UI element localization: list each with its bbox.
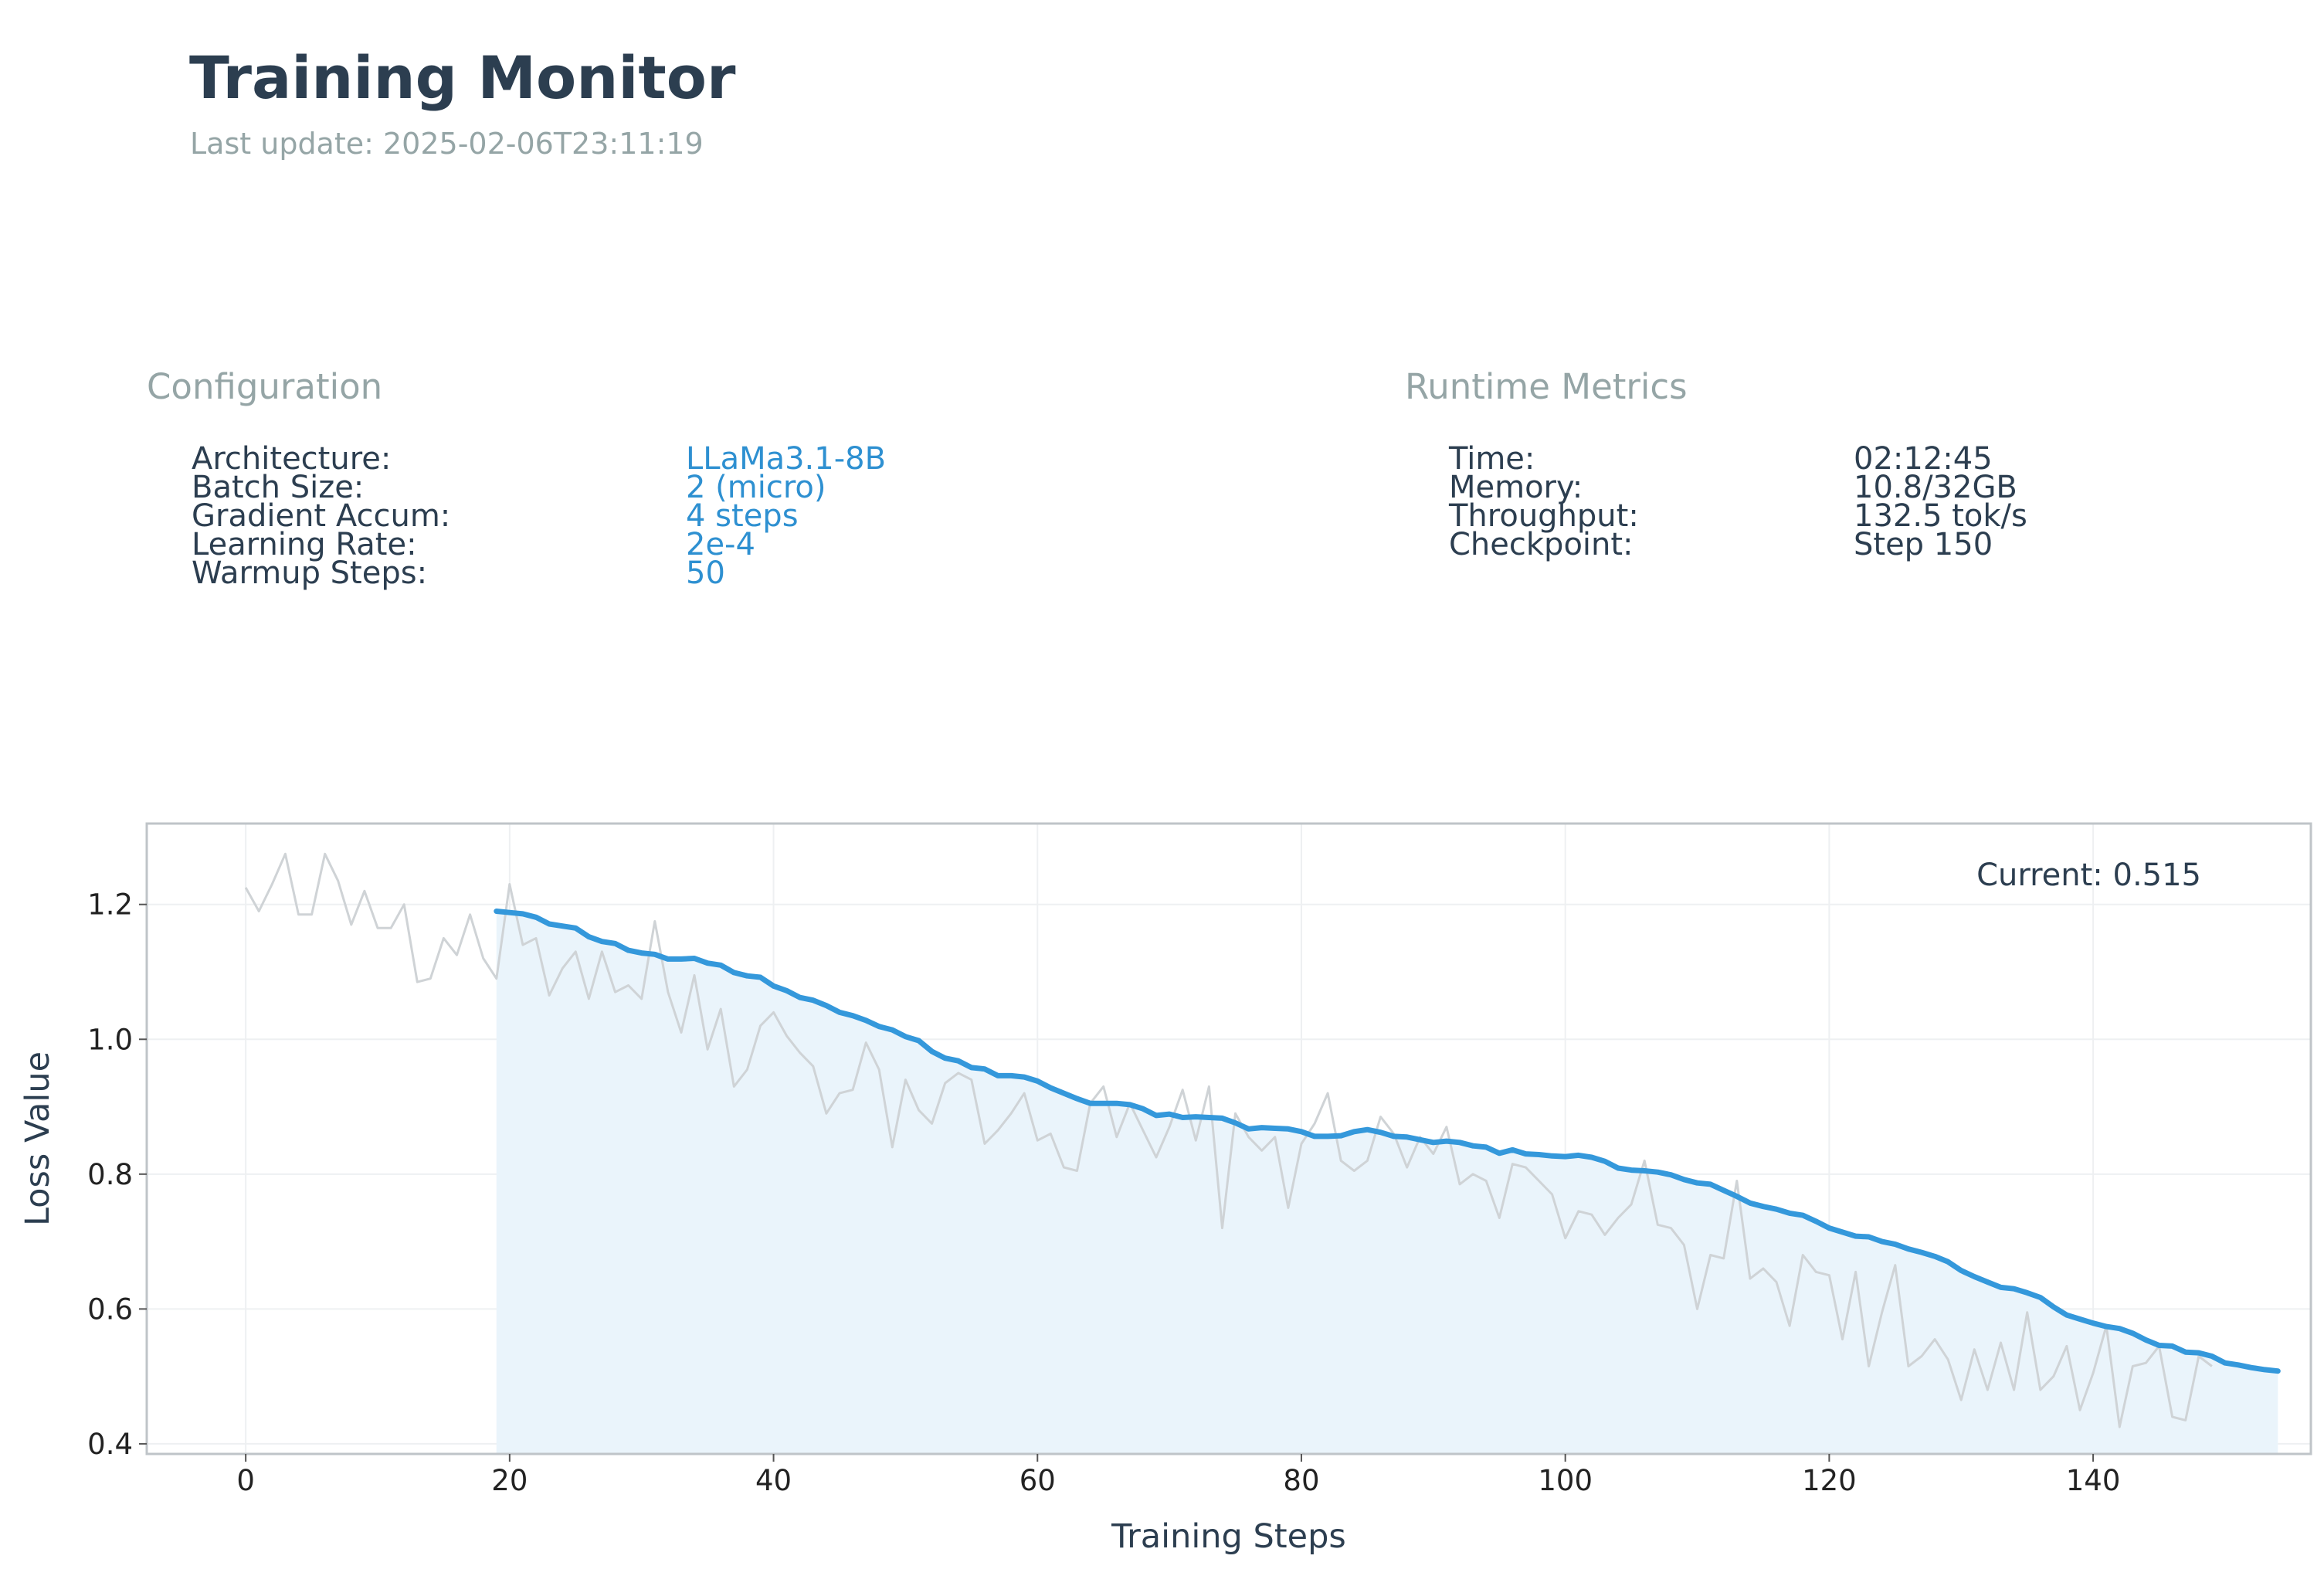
y-tick-label: 0.8 <box>87 1158 133 1191</box>
y-tick-label: 1.0 <box>87 1023 133 1056</box>
page-title: Training Monitor <box>189 43 736 112</box>
raw-loss-series <box>244 852 2213 1428</box>
config-value-warmup-steps: 50 <box>686 555 725 591</box>
x-tick-label: 100 <box>1538 1464 1593 1497</box>
last-update-timestamp: Last update: 2025-02-06T23:11:19 <box>190 127 704 161</box>
config-value-batch-size: 2 (micro) <box>686 470 826 505</box>
config-label-gradient-accum: Gradient Accum: <box>192 498 451 534</box>
runtime-label-memory: Memory: <box>1449 470 1583 505</box>
x-tick-label: 80 <box>1283 1464 1319 1497</box>
x-tick-label: 120 <box>1802 1464 1857 1497</box>
x-tick-label: 40 <box>755 1464 792 1497</box>
chart-area-fill <box>496 911 2278 1454</box>
smoothed-loss-series <box>494 909 2281 1374</box>
config-value-learning-rate: 2e-4 <box>686 527 755 562</box>
plot-frame <box>145 822 2312 1455</box>
x-tick-label: 0 <box>236 1464 255 1497</box>
runtime-values: 02:12:45 10.8/32GB 132.5 tok/s Step 150 <box>1854 441 2027 562</box>
raw-loss-line <box>244 852 2213 1428</box>
config-label-batch-size: Batch Size: <box>192 470 365 505</box>
y-axis-label: Loss Value <box>19 1051 57 1226</box>
runtime-value-checkpoint: Step 150 <box>1854 527 1993 562</box>
smoothed-area-fill <box>496 911 2278 1454</box>
configuration-heading: Configuration <box>147 366 383 407</box>
config-value-gradient-accum: 4 steps <box>686 498 799 534</box>
y-tick-label: 0.4 <box>87 1428 133 1461</box>
runtime-label-throughput: Throughput: <box>1449 498 1639 534</box>
x-tick-label: 140 <box>2066 1464 2121 1497</box>
current-loss-annotation: Current: 0.515 <box>1976 858 2201 893</box>
runtime-labels: Time: Memory: Throughput: Checkpoint: <box>1449 441 1639 562</box>
axis-ticks: 0 20 40 60 80 100 120 140 0.4 0.6 0.8 1.0 1.2 <box>87 888 2120 1497</box>
config-value-architecture: LLaMa3.1-8B <box>686 441 887 477</box>
runtime-value-time: 02:12:45 <box>1854 441 1993 477</box>
runtime-value-throughput: 132.5 tok/s <box>1854 498 2027 534</box>
y-tick-label: 0.6 <box>87 1292 133 1326</box>
runtime-label-checkpoint: Checkpoint: <box>1449 527 1634 562</box>
configuration-values: LLaMa3.1-8B 2 (micro) 4 steps 2e-4 50 <box>686 441 887 591</box>
x-tick-label: 60 <box>1020 1464 1056 1497</box>
smoothed-loss-line <box>494 909 2281 1374</box>
runtime-label-time: Time: <box>1449 441 1535 477</box>
y-tick-label: 1.2 <box>87 888 133 922</box>
runtime-metrics-heading: Runtime Metrics <box>1405 366 1688 407</box>
runtime-value-memory: 10.8/32GB <box>1854 470 2017 505</box>
x-tick-label: 20 <box>491 1464 528 1497</box>
config-label-warmup-steps: Warmup Steps: <box>192 555 428 591</box>
config-label-architecture: Architecture: <box>192 441 392 477</box>
x-axis-label: Training Steps <box>1111 1517 1346 1556</box>
config-label-learning-rate: Learning Rate: <box>192 527 417 562</box>
configuration-labels: Architecture: Batch Size: Gradient Accum… <box>192 441 451 591</box>
